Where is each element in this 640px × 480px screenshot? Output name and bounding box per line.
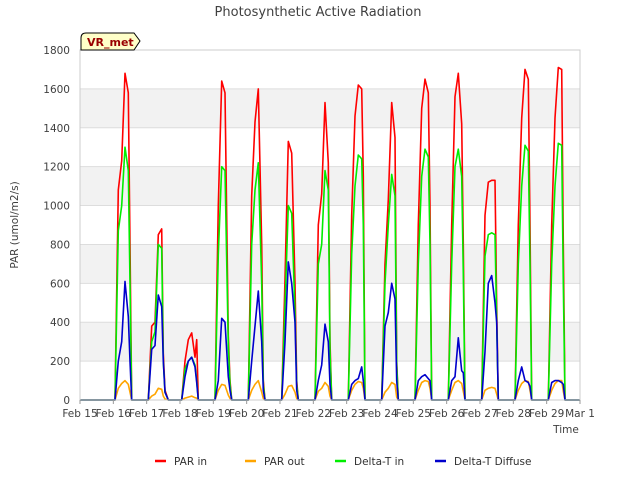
y-tick-label: 800 xyxy=(50,239,70,251)
x-tick-label: Feb 22 xyxy=(296,408,331,420)
y-tick-label: 0 xyxy=(63,395,70,407)
y-tick-label: 200 xyxy=(50,356,70,368)
x-tick-label: Feb 15 xyxy=(62,408,97,420)
legend: PAR in PAR out Delta-T in Delta-T Diffuse xyxy=(155,456,531,468)
x-tick-label: Feb 26 xyxy=(429,408,465,420)
x-tick-label: Feb 21 xyxy=(262,408,297,420)
x-tick-label: Feb 28 xyxy=(496,408,531,420)
y-tick-label: 1800 xyxy=(43,45,70,57)
x-tick-label: Feb 24 xyxy=(362,408,398,420)
x-tick-label: Feb 19 xyxy=(196,408,231,420)
x-tick-label: Feb 17 xyxy=(129,408,164,420)
legend-label-par-out: PAR out xyxy=(264,456,305,468)
legend-label-par-in: PAR in xyxy=(174,456,207,468)
y-tick-label: 1600 xyxy=(43,84,70,96)
plot-frame xyxy=(79,49,581,401)
x-tick-label: Feb 25 xyxy=(396,408,431,420)
y-axis-label: PAR (umol/m2/s) xyxy=(9,181,21,268)
x-tick-label: Mar 1 xyxy=(565,408,595,420)
vr-met-badge-shape xyxy=(80,32,141,51)
x-axis-label: Time xyxy=(552,424,579,436)
y-tick-label: 1000 xyxy=(43,201,70,213)
x-tick-label: Feb 16 xyxy=(96,408,132,420)
x-tick-label: Feb 27 xyxy=(462,408,497,420)
y-tick-label: 1200 xyxy=(43,162,70,174)
chart-title: Photosynthetic Active Radiation xyxy=(215,5,422,20)
vr-met-badge-label: VR_met xyxy=(87,36,134,49)
y-tick-label: 600 xyxy=(50,278,70,290)
x-tick-label: Feb 18 xyxy=(162,408,197,420)
x-tick-label: Feb 29 xyxy=(529,408,564,420)
y-axis-ticks: 0 200 400 600 800 1000 1200 1400 1600 1800 xyxy=(43,45,70,407)
band xyxy=(80,166,580,206)
vr-met-badge: VR_met xyxy=(80,32,141,51)
band xyxy=(80,88,580,128)
x-tick-label: Feb 20 xyxy=(229,408,264,420)
x-tick-label: Feb 23 xyxy=(329,408,364,420)
legend-label-delta-t-in: Delta-T in xyxy=(354,456,404,468)
y-tick-label: 1400 xyxy=(43,123,70,135)
legend-label-delta-t-diffuse: Delta-T Diffuse xyxy=(454,456,531,468)
y-tick-label: 400 xyxy=(50,317,70,329)
